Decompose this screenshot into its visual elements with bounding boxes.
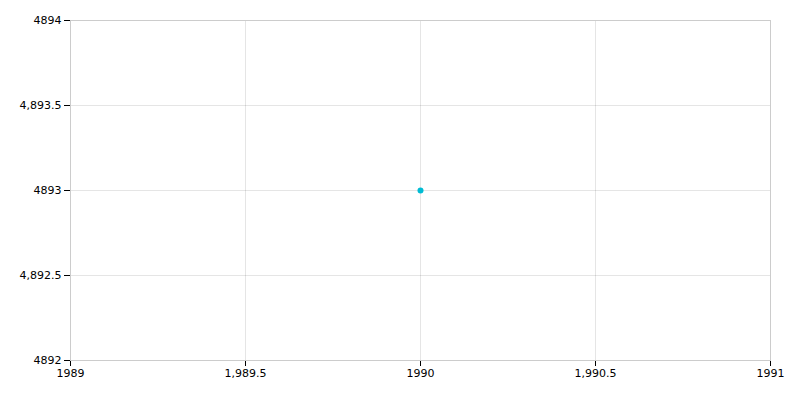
svg-text:4,893.5: 4,893.5 [20, 99, 62, 112]
svg-text:1,989.5: 1,989.5 [225, 367, 267, 380]
svg-text:4892: 4892 [34, 354, 62, 367]
svg-text:4893: 4893 [34, 184, 62, 197]
svg-text:1990: 1990 [407, 367, 435, 380]
svg-text:1,990.5: 1,990.5 [575, 367, 617, 380]
svg-text:1991: 1991 [757, 367, 785, 380]
svg-text:1989: 1989 [57, 367, 85, 380]
svg-text:4,892.5: 4,892.5 [20, 269, 62, 282]
svg-text:4894: 4894 [34, 14, 62, 27]
